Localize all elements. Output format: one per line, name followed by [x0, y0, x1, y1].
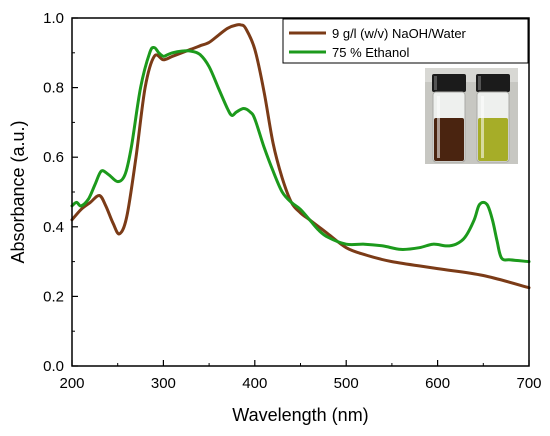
series-line-1: [70, 23, 531, 290]
vial-ethanol: [476, 74, 510, 163]
y-tick-label: 0.4: [43, 219, 64, 236]
vial-liquid: [434, 118, 464, 161]
x-tick-label: 500: [334, 375, 359, 392]
x-tick-label: 400: [242, 375, 267, 392]
y-axis-title: Absorbance (a.u.): [8, 120, 28, 263]
vial-cap: [432, 74, 466, 92]
y-tick-label: 0.2: [43, 288, 64, 305]
legend-label-1: 9 g/l (w/v) NaOH/Water: [332, 26, 467, 41]
y-tick-label: 0.0: [43, 358, 64, 375]
vial-naoh-water: [432, 74, 466, 163]
vials-inset-photo: [425, 68, 518, 164]
x-tick-label: 300: [151, 375, 176, 392]
x-axis-title: Wavelength (nm): [232, 405, 368, 425]
x-tick-label: 200: [59, 375, 84, 392]
y-tick-label: 0.6: [43, 149, 64, 166]
y-tick-label: 0.8: [43, 80, 64, 97]
x-tick-label: 600: [425, 375, 450, 392]
vial-liquid: [478, 118, 508, 161]
y-tick-label: 1.0: [43, 10, 64, 27]
legend-box: [282, 18, 529, 64]
series-layer: [70, 23, 531, 290]
legend: 9 g/l (w/v) NaOH/Water 75 % Ethanol: [282, 18, 529, 64]
vial-cap: [476, 74, 510, 92]
legend-label-2: 75 % Ethanol: [332, 45, 409, 60]
series-line-2: [70, 45, 531, 264]
x-tick-label: 700: [516, 375, 541, 392]
axis-ticks: 200 300 400 500 600 700 0.0 0.2 0.4 0.6 0.8 1.0: [43, 10, 541, 392]
